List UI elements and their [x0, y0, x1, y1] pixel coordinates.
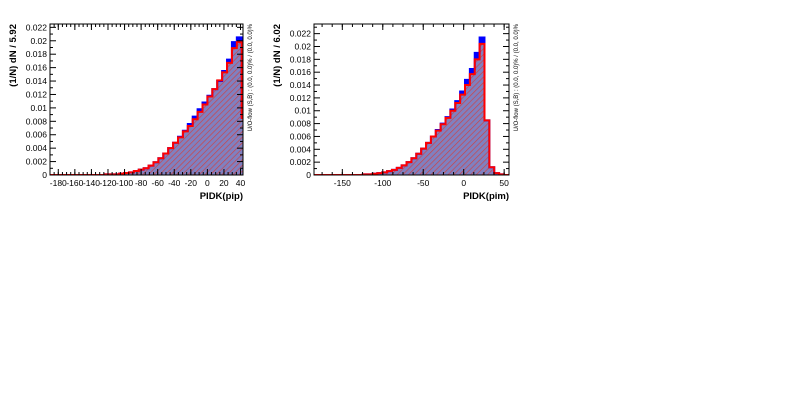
y-tick-label: 0.022 [290, 29, 312, 39]
x-tick-label: -80 [135, 178, 148, 188]
plot-area [50, 36, 261, 175]
y-tick-label: 0.014 [26, 76, 48, 86]
x-tick-label: 40 [236, 178, 246, 188]
y-tick-label: 0.006 [290, 131, 312, 141]
y-tick-label: 0.018 [26, 49, 48, 59]
y-tick-label: 0.02 [294, 41, 311, 51]
x-tick-label: -180 [50, 178, 67, 188]
y-tick-label: 0 [306, 170, 311, 180]
y-tick-label: 0.004 [290, 144, 312, 154]
y-tick-label: 0.006 [26, 130, 48, 140]
x-axis-title: PIDK(pip) [200, 191, 243, 202]
y-tick-label: 0.016 [290, 67, 312, 77]
x-tick-label: -150 [334, 178, 351, 188]
y-tick-label: 0.01 [294, 106, 311, 116]
x-tick-label: 0 [461, 178, 466, 188]
x-tick-label: -50 [417, 178, 430, 188]
y-tick-label: 0 [42, 170, 47, 180]
y-axis-title: (1/N) dN / 6.02 [272, 24, 283, 87]
y-tick-label: 0.016 [26, 63, 48, 73]
overflow-note: U/O-flow (S,B) : (0.0, 0.0)% / (0.0, 0.0… [248, 23, 254, 131]
y-tick-label: 0.008 [290, 119, 312, 129]
x-tick-label: -100 [116, 178, 133, 188]
y-tick-label: 0.012 [26, 89, 48, 99]
histogram-bin [247, 163, 252, 175]
histogram-bin [256, 174, 261, 175]
x-tick-label: 0 [205, 178, 210, 188]
y-tick-label: 0.008 [26, 116, 48, 126]
x-tick-label: 50 [499, 178, 509, 188]
y-tick-label: 0.022 [26, 22, 48, 32]
y-axis-title: (1/N) dN / 5.92 [8, 24, 19, 87]
y-tick-label: 0.02 [30, 36, 47, 46]
chart-panel-pim: 0 0.002 0.004 0.006 0.008 0.01 0.012 0.014 0.016… [272, 23, 520, 202]
x-tick-label: -100 [374, 178, 391, 188]
plot-area [314, 36, 509, 175]
y-tick-label: 0.012 [290, 93, 312, 103]
x-tick-label: -40 [168, 178, 181, 188]
x-axis-title: PIDK(pim) [463, 191, 509, 202]
y-tick-label: 0.018 [290, 54, 312, 64]
y-tick-label: 0.01 [30, 103, 47, 113]
y-tick-label: 0.002 [290, 157, 312, 167]
x-tick-label: -60 [152, 178, 165, 188]
chart-panel-pip: 0 0.002 0.004 0.006 0.008 0.01 0.012 0.014 0.016… [8, 22, 261, 202]
histogram-bin [252, 173, 257, 175]
x-tick-label: -120 [99, 178, 116, 188]
background-histogram-hatch [314, 43, 509, 175]
background-histogram-line [314, 42, 509, 175]
overflow-note: U/O-flow (S,B) : (0.0, 0.0)% / (0.0, 0.0… [514, 23, 520, 131]
x-tick-label: 20 [219, 178, 229, 188]
x-tick-label: -140 [83, 178, 100, 188]
x-tick-label: -160 [66, 178, 83, 188]
plot-frame [313, 23, 510, 176]
y-tick-label: 0.002 [26, 157, 48, 167]
y-tick-label: 0.004 [26, 143, 48, 153]
background-histogram-hatch [50, 42, 243, 175]
plot-frame [49, 23, 244, 176]
x-tick-label: -20 [185, 178, 198, 188]
y-tick-label: 0.014 [290, 80, 312, 90]
